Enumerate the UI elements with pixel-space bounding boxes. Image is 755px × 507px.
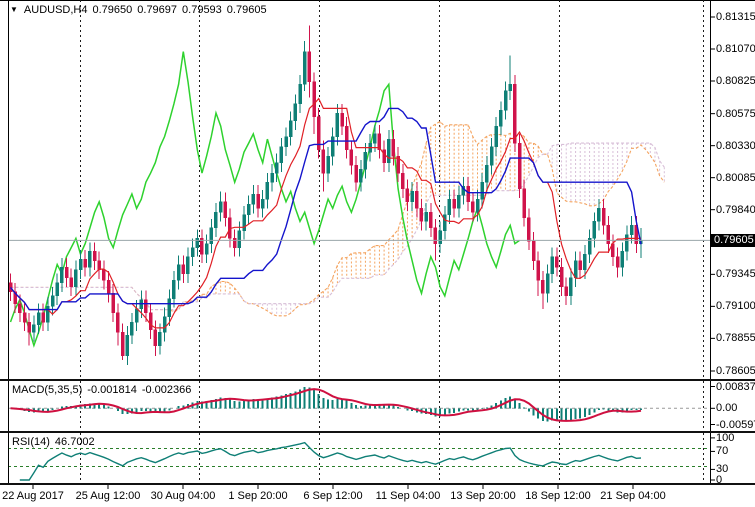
- macd-axis-label: -0.005978: [716, 418, 755, 431]
- macd-indicator-label: MACD(5,35,5) -0.001814 -0.002366: [12, 384, 191, 396]
- time-tick-label: 22 Aug 2017: [2, 490, 64, 502]
- price-tick-label: 0.79345: [716, 268, 755, 281]
- rsi-name: RSI(14): [12, 436, 50, 448]
- quote-close: 0.79605: [226, 4, 267, 16]
- time-tick-label: 11 Sep 04:00: [375, 490, 441, 502]
- time-tick-label: 18 Sep 12:00: [525, 490, 591, 502]
- macd-axis-label: 0.008371: [716, 380, 755, 393]
- price-tick-label: 0.80825: [716, 75, 755, 87]
- macd-pane-svg[interactable]: [0, 381, 755, 432]
- rsi-indicator-label: RSI(14) 46.7002: [12, 436, 95, 448]
- symbol-timeframe-label: AUDUSD,H4: [23, 4, 88, 16]
- rsi-axis-label: 100: [716, 431, 735, 444]
- rsi-pane-svg[interactable]: [0, 433, 755, 484]
- quote-low: 0.79593: [182, 4, 222, 16]
- time-tick-label: 13 Sep 20:00: [450, 490, 516, 502]
- time-tick-label: 21 Sep 04:00: [600, 490, 666, 502]
- macd-axis-label: 0.00: [716, 402, 738, 415]
- time-tick-label: 1 Sep 20:00: [228, 490, 288, 502]
- pane-splitter-macd[interactable]: [0, 379, 755, 381]
- macd-signal-value: -0.002366: [141, 384, 192, 396]
- main-chart-svg[interactable]: [0, 0, 755, 381]
- price-tick-label: 0.78855: [716, 332, 755, 345]
- price-tick-label: 0.80330: [716, 139, 755, 152]
- time-tick-label: 25 Aug 12:00: [75, 490, 141, 502]
- macd-main-value: -0.001814: [87, 384, 137, 396]
- rsi-axis-label: 30: [716, 463, 729, 476]
- rsi-value: 46.7002: [54, 436, 95, 448]
- price-tick-label: 0.79840: [716, 203, 755, 216]
- chart-title: ▼ AUDUSD,H4 0.79650 0.79697 0.79593 0.79605: [10, 4, 267, 16]
- pane-splitter-rsi[interactable]: [0, 431, 755, 433]
- price-tick-label: 0.80085: [716, 171, 755, 184]
- price-tick-label: 0.79100: [716, 300, 755, 313]
- price-tick-label: 0.78605: [716, 365, 755, 377]
- rsi-axis-label: 70: [716, 445, 729, 458]
- price-tick-label: 0.81315: [716, 11, 755, 23]
- quote-high: 0.79697: [137, 4, 178, 16]
- current-price-badge: 0.79605: [711, 233, 755, 247]
- symbol-dropdown-icon[interactable]: ▼: [10, 5, 18, 14]
- macd-name: MACD(5,35,5): [12, 384, 83, 396]
- quote-open: 0.79650: [92, 4, 133, 16]
- time-tick-label: 6 Sep 12:00: [303, 490, 363, 502]
- time-axis-border: [0, 483, 755, 485]
- price-tick-label: 0.80575: [716, 107, 755, 120]
- price-tick-label: 0.81070: [716, 43, 755, 55]
- time-tick-label: 30 Aug 04:00: [150, 490, 216, 502]
- rsi-axis-label: 0: [716, 474, 723, 486]
